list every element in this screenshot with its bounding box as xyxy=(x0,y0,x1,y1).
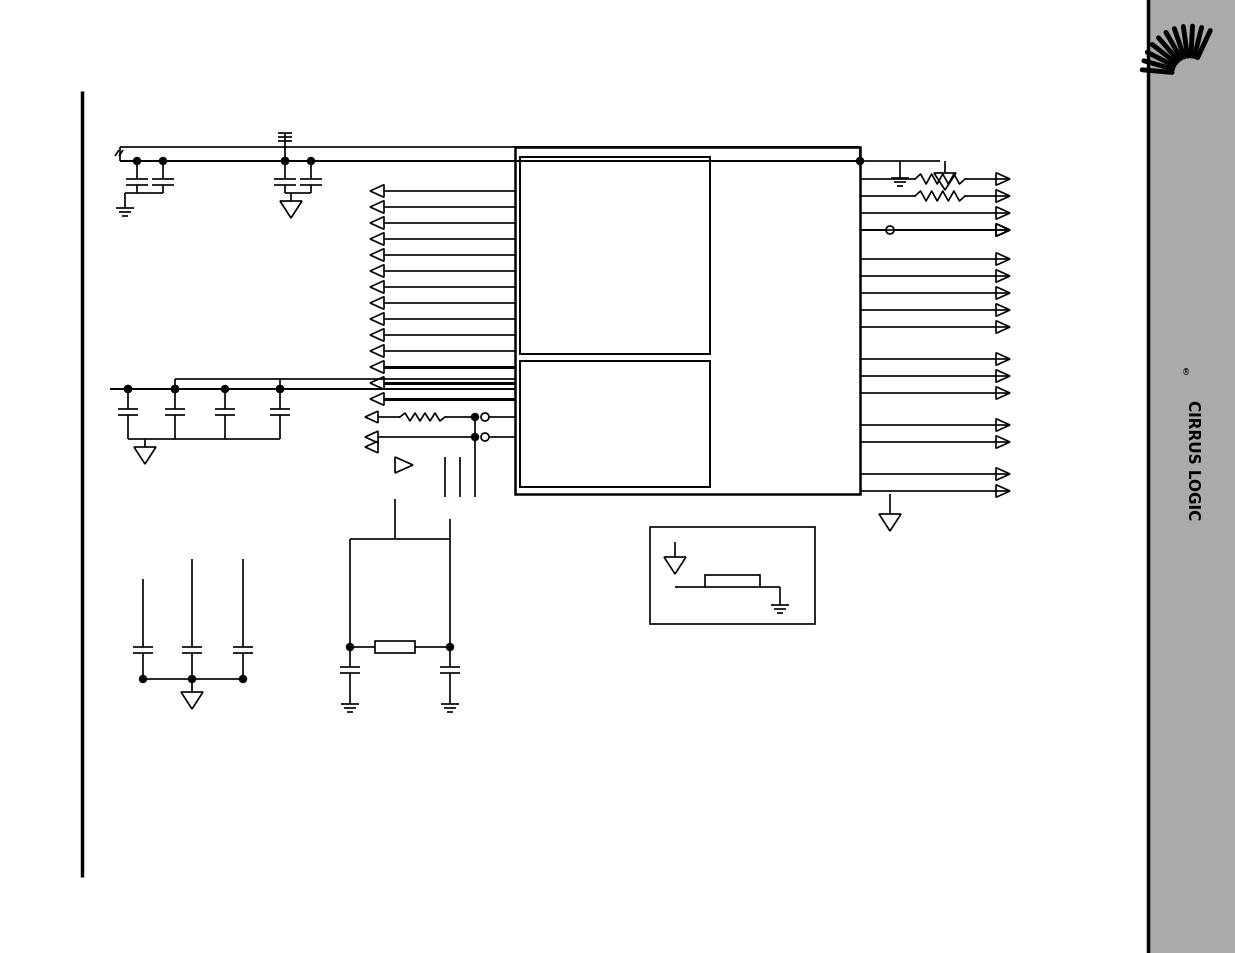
Circle shape xyxy=(282,158,289,165)
Bar xyxy=(515,148,860,495)
Circle shape xyxy=(240,676,247,682)
Circle shape xyxy=(172,386,179,393)
Circle shape xyxy=(472,434,478,441)
Circle shape xyxy=(172,386,179,393)
Circle shape xyxy=(133,158,141,165)
Bar xyxy=(520,158,710,355)
Circle shape xyxy=(347,644,353,651)
Circle shape xyxy=(472,414,478,421)
Circle shape xyxy=(159,158,167,165)
Circle shape xyxy=(140,676,147,682)
Circle shape xyxy=(189,676,195,682)
Bar xyxy=(375,641,415,654)
Circle shape xyxy=(277,386,284,393)
Bar xyxy=(520,361,710,488)
Circle shape xyxy=(282,158,289,165)
Circle shape xyxy=(857,158,863,165)
Bar xyxy=(650,527,815,624)
Circle shape xyxy=(308,158,315,165)
Circle shape xyxy=(447,644,453,651)
Circle shape xyxy=(221,386,228,393)
Text: ®: ® xyxy=(1182,368,1191,377)
Bar xyxy=(1149,0,1235,953)
Bar xyxy=(705,575,760,587)
Text: CIRRUS LOGIC: CIRRUS LOGIC xyxy=(1186,399,1200,519)
Circle shape xyxy=(125,386,131,393)
Circle shape xyxy=(125,386,131,393)
Circle shape xyxy=(277,386,284,393)
